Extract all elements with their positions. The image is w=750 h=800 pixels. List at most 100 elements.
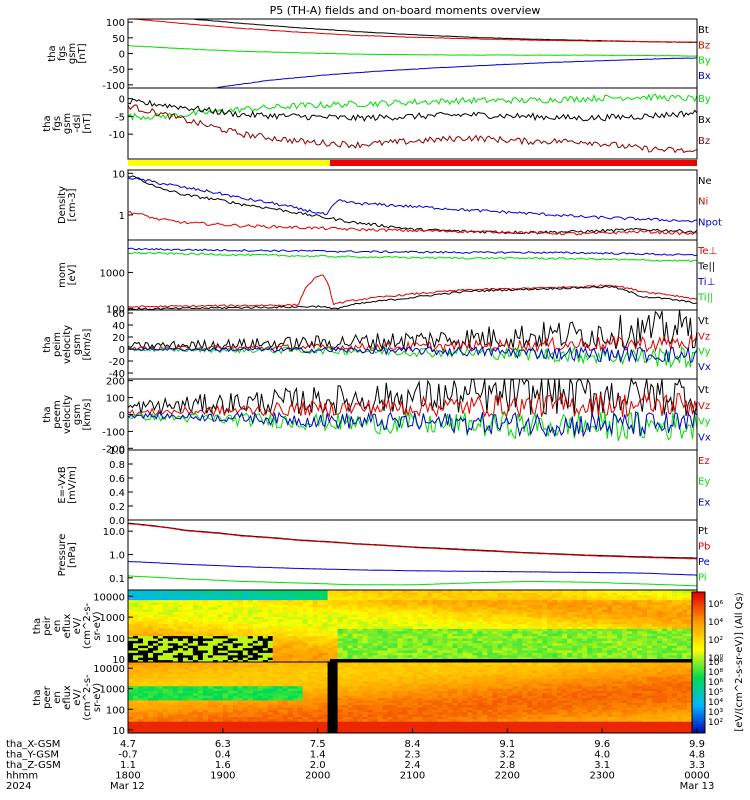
panel-frame: [127, 18, 698, 89]
y-tick-label: -20: [109, 357, 125, 368]
time-row-value: 0000: [684, 771, 709, 782]
series-line-temperature-0: [127, 274, 698, 309]
series-line-peem_velocity-1: [127, 391, 698, 418]
y-axis-label: E=-VxB: [57, 466, 68, 503]
y-axis-label: [eV]: [67, 265, 78, 286]
y-tick-label: -100: [102, 81, 125, 92]
y-tick-label: 1.0: [109, 446, 125, 457]
y-tick-label: 1000: [100, 613, 125, 624]
y-axis-label: gsm: [72, 404, 83, 425]
y-tick-label: 20: [112, 333, 125, 344]
y-axis-label: [cm-3]: [67, 188, 78, 221]
y-tick-label: 100: [106, 634, 125, 645]
time-row-value: 3.2: [499, 750, 515, 761]
time-row-value: 4.7: [120, 739, 136, 750]
y-axis-label: velocity: [62, 395, 73, 434]
time-row-value: 4.8: [689, 750, 705, 761]
y-tick-label: 0: [119, 50, 125, 61]
y-axis-label: Density: [57, 186, 68, 224]
time-row-value: Mar 12: [110, 781, 145, 792]
y-axis-label: en: [52, 691, 63, 704]
y-tick-label: 0.2: [109, 502, 125, 513]
y-axis-label: mom: [57, 262, 68, 288]
legend-entry: Vz: [698, 331, 710, 342]
colorbar-tick-label: 10⁰: [708, 654, 723, 664]
y-tick-label: 0: [119, 411, 125, 422]
legend-entry: Vx: [698, 362, 711, 373]
y-axis-label: gsm: [67, 43, 78, 64]
y-axis-label: (cm^2-s-: [82, 602, 93, 649]
series-line-pressure-3: [127, 575, 698, 587]
y-axis-label: tha: [42, 406, 53, 422]
legend-entry: Ex: [698, 497, 710, 508]
y-tick-label: 10.0: [103, 527, 125, 538]
legend-entry: Bx: [698, 115, 711, 126]
time-row-value: Mar 13: [680, 781, 715, 792]
time-row-label: tha_X-GSM: [6, 739, 60, 750]
y-axis-label: eflux: [62, 614, 73, 639]
page-title: P5 (TH-A) fields and on-board moments ov…: [270, 4, 541, 17]
legend-entry: Vt: [698, 316, 709, 327]
colorbar-tick-label: 10⁶: [708, 678, 723, 688]
time-row-value: 2.4: [405, 760, 421, 771]
legend-entry: Bz: [698, 40, 710, 51]
time-row-value: -0.7: [118, 750, 138, 761]
y-tick-label: 0: [119, 95, 125, 106]
panel-frame: [127, 87, 698, 160]
y-tick-label: -100: [102, 427, 125, 438]
y-axis-label: tha: [42, 336, 53, 352]
panel-peem_velocity: -200 -100 0 100 200 tha peem velocity gsm [km/s] V…: [42, 377, 711, 456]
series-line-pressure-0: [127, 522, 698, 559]
y-tick-label: 1000: [100, 268, 125, 279]
time-row-value: 1.4: [310, 750, 326, 761]
series-line-fgs_gsm-2: [127, 45, 698, 57]
time-row-label: tha_Y-GSM: [6, 750, 59, 761]
y-tick-label: -10: [109, 130, 125, 141]
panel-fgs_dsl: -10 -5 0 tha fgs gsm -dsl [nT] By Bx Bz: [42, 87, 711, 160]
y-axis-label: tha: [32, 618, 43, 634]
y-tick-label: 100: [106, 18, 125, 29]
legend-entry: Vx: [698, 432, 711, 443]
legend-entry: Vy: [698, 417, 711, 428]
y-axis-label: [km/s]: [82, 398, 93, 430]
y-axis-label: en: [52, 620, 63, 633]
series-line-peem_velocity-3: [127, 410, 698, 438]
y-tick-label: 100: [106, 705, 125, 716]
y-tick-label: 0.8: [109, 460, 125, 471]
colorbar-tick-label: 10²: [708, 636, 723, 646]
series-line-fgs_dsl-1: [127, 98, 698, 123]
y-axis-label: -dsl: [72, 115, 83, 133]
y-axis-label: peir: [42, 615, 53, 635]
y-axis-label: peem: [52, 400, 63, 428]
y-tick-label: 0.4: [109, 488, 125, 499]
legend-entry: Bz: [698, 136, 710, 147]
y-axis-label: [mV/m]: [67, 466, 78, 504]
y-tick-label: -40: [109, 369, 125, 380]
legend-entry: Vt: [698, 385, 709, 396]
colorbar-title: [eV/(cm^2-s-sr-eV)] (All Qs): [734, 592, 745, 731]
time-row-value: 8.4: [405, 739, 421, 750]
time-row-value: 9.9: [689, 739, 705, 750]
panel-density: 1 10 Density [cm-3] Ne Ni Npot: [57, 169, 722, 241]
mode-bar-slow: [128, 160, 330, 166]
y-tick-label: 0.1: [109, 574, 125, 585]
series-line-fgs_gsm-3: [213, 57, 698, 89]
heatmap-gap: [329, 659, 697, 662]
legend-entry: Ne: [698, 176, 712, 187]
time-row-value: 2100: [400, 771, 425, 782]
time-row-value: 9.6: [594, 739, 610, 750]
y-axis-label: velocity: [62, 325, 73, 364]
y-tick-label: -200: [102, 444, 125, 455]
time-row-value: 2000: [305, 771, 330, 782]
y-axis-label: eflux: [62, 685, 73, 710]
colorbar-tick-label: 10⁴: [708, 698, 723, 708]
y-tick-label: 0.0: [109, 516, 125, 527]
series-line-pressure-1: [127, 523, 698, 560]
y-tick-label: 10: [112, 726, 125, 737]
y-tick-label: 50: [112, 34, 125, 45]
panel-frame: [127, 519, 698, 591]
y-axis-label: [km/s]: [82, 328, 93, 360]
